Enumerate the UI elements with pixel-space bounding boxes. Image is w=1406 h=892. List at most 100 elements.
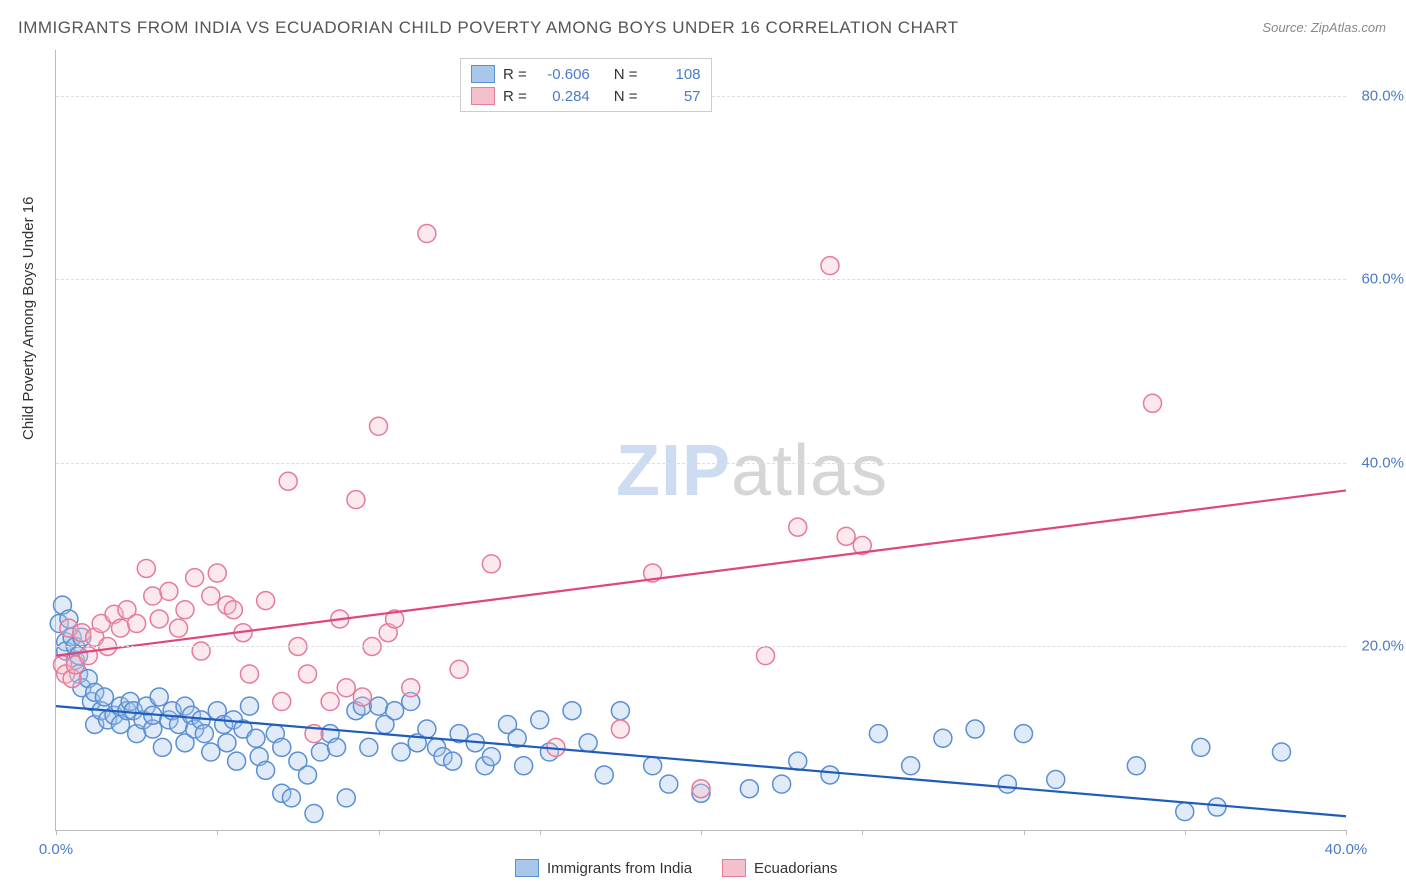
data-point xyxy=(644,757,662,775)
data-point xyxy=(482,748,500,766)
data-point xyxy=(482,555,500,573)
data-point xyxy=(192,642,210,660)
trend-line xyxy=(56,490,1346,655)
data-point xyxy=(228,752,246,770)
x-tick-mark xyxy=(217,830,218,835)
legend-swatch-india xyxy=(515,859,539,877)
legend-label-2: Ecuadorians xyxy=(754,860,837,877)
data-point xyxy=(299,665,317,683)
chart-svg xyxy=(56,50,1346,830)
data-point xyxy=(515,757,533,775)
data-point xyxy=(202,587,220,605)
data-point xyxy=(386,702,404,720)
x-tick-mark xyxy=(1346,830,1347,835)
data-point xyxy=(1015,725,1033,743)
x-tick-mark xyxy=(379,830,380,835)
source-label: Source: xyxy=(1262,20,1307,35)
data-point xyxy=(218,734,236,752)
grid-line xyxy=(56,646,1346,647)
x-tick-label: 40.0% xyxy=(1325,841,1368,858)
y-tick-label: 80.0% xyxy=(1361,87,1404,104)
data-point xyxy=(1127,757,1145,775)
data-point xyxy=(392,743,410,761)
data-point xyxy=(1208,798,1226,816)
data-point xyxy=(153,738,171,756)
data-point xyxy=(137,559,155,577)
legend-label-1: Immigrants from India xyxy=(547,860,692,877)
data-point xyxy=(299,766,317,784)
grid-line xyxy=(56,463,1346,464)
data-point xyxy=(279,472,297,490)
data-point xyxy=(160,582,178,600)
data-point xyxy=(934,729,952,747)
data-point xyxy=(563,702,581,720)
data-point xyxy=(998,775,1016,793)
data-point xyxy=(370,417,388,435)
n-label: N = xyxy=(614,88,638,105)
data-point xyxy=(757,647,775,665)
data-point xyxy=(531,711,549,729)
legend-item-2: Ecuadorians xyxy=(722,859,837,877)
legend-series: Immigrants from India Ecuadorians xyxy=(515,859,837,877)
data-point xyxy=(869,725,887,743)
y-tick-label: 20.0% xyxy=(1361,638,1404,655)
data-point xyxy=(257,761,275,779)
x-tick-mark xyxy=(540,830,541,835)
data-point xyxy=(282,789,300,807)
x-tick-mark xyxy=(1024,830,1025,835)
legend-swatch-ecuador xyxy=(722,859,746,877)
data-point xyxy=(611,702,629,720)
data-point xyxy=(79,647,97,665)
plot-area: ZIPatlas 20.0%40.0%60.0%80.0%0.0%40.0% xyxy=(55,50,1346,831)
data-point xyxy=(444,752,462,770)
y-axis-title: Child Poverty Among Boys Under 16 xyxy=(20,197,37,440)
data-point xyxy=(311,743,329,761)
data-point xyxy=(660,775,678,793)
data-point xyxy=(195,725,213,743)
r-value-2: 0.284 xyxy=(535,88,590,105)
data-point xyxy=(257,592,275,610)
x-tick-mark xyxy=(1185,830,1186,835)
data-point xyxy=(202,743,220,761)
r-label: R = xyxy=(503,66,527,83)
data-point xyxy=(1047,771,1065,789)
data-point xyxy=(1192,738,1210,756)
x-tick-label: 0.0% xyxy=(39,841,73,858)
source-value: ZipAtlas.com xyxy=(1311,20,1386,35)
data-point xyxy=(789,752,807,770)
data-point xyxy=(224,601,242,619)
data-point xyxy=(144,587,162,605)
data-point xyxy=(128,615,146,633)
data-point xyxy=(150,688,168,706)
data-point xyxy=(208,564,226,582)
data-point xyxy=(450,660,468,678)
data-point xyxy=(247,729,265,747)
data-point xyxy=(595,766,613,784)
r-value-1: -0.606 xyxy=(535,66,590,83)
data-point xyxy=(740,780,758,798)
data-point xyxy=(347,491,365,509)
x-tick-mark xyxy=(862,830,863,835)
n-value-2: 57 xyxy=(646,88,701,105)
x-tick-mark xyxy=(701,830,702,835)
data-point xyxy=(186,569,204,587)
data-point xyxy=(150,610,168,628)
data-point xyxy=(370,697,388,715)
data-point xyxy=(1273,743,1291,761)
data-point xyxy=(966,720,984,738)
data-point xyxy=(611,720,629,738)
r-label: R = xyxy=(503,88,527,105)
data-point xyxy=(579,734,597,752)
data-point xyxy=(337,679,355,697)
legend-swatch-2 xyxy=(471,87,495,105)
data-point xyxy=(337,789,355,807)
data-point xyxy=(902,757,920,775)
data-point xyxy=(360,738,378,756)
data-point xyxy=(305,804,323,822)
legend-row-1: R = -0.606 N = 108 xyxy=(471,63,701,85)
data-point xyxy=(95,688,113,706)
data-point xyxy=(241,665,259,683)
data-point xyxy=(170,619,188,637)
y-tick-label: 60.0% xyxy=(1361,271,1404,288)
data-point xyxy=(418,225,436,243)
